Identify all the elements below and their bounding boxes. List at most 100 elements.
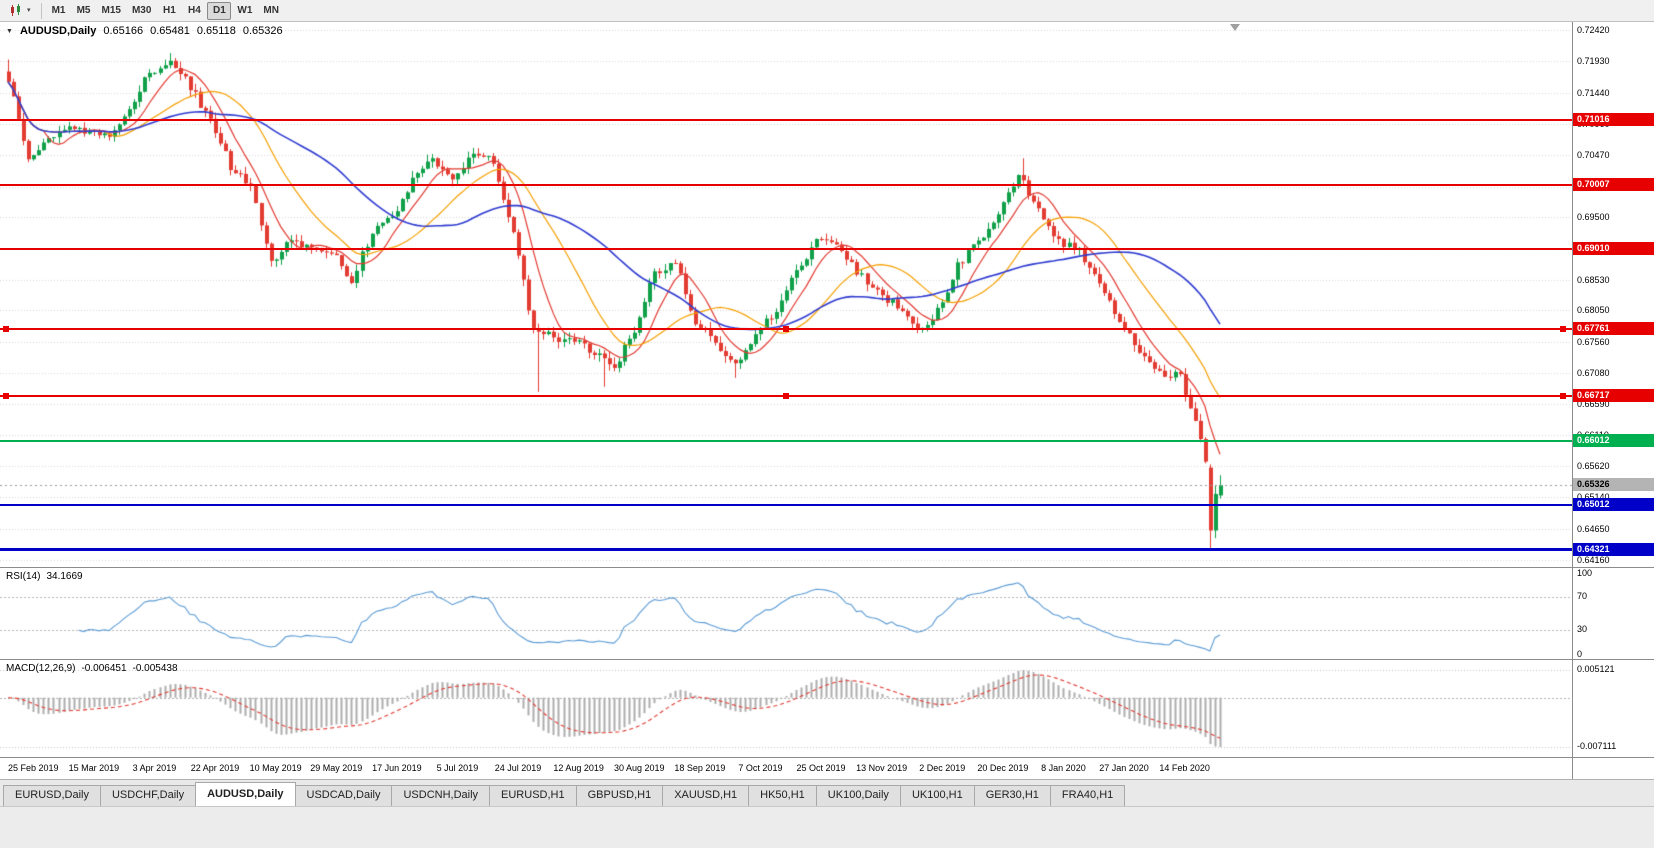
chart-shift-marker-icon[interactable]	[1230, 24, 1240, 31]
date-label: 25 Oct 2019	[796, 763, 846, 773]
timeframe-button-d1[interactable]: D1	[207, 1, 232, 20]
symbol-period-label: AUDUSD,Daily	[19, 25, 97, 37]
macd-indicator-canvas[interactable]	[0, 660, 1572, 757]
chart-tab-gbpusd-h1[interactable]: GBPUSD,H1	[575, 785, 664, 806]
rsi-label: RSI(14) 34.1669	[6, 571, 83, 582]
panel-separator[interactable]	[0, 659, 1654, 660]
rsi-scale[interactable]: 100 70 30 0	[1573, 568, 1654, 659]
horizontal-line-0.70007[interactable]	[0, 183, 1572, 186]
line-selection-handle[interactable]	[3, 325, 9, 332]
price-tick: 0.64650	[1577, 523, 1610, 534]
price-tick: 0.66590	[1577, 399, 1610, 410]
horizontal-lines-layer	[0, 22, 1572, 567]
line-price-tag: 0.66717	[1573, 388, 1654, 402]
chart-tab-ger30-h1[interactable]: GER30,H1	[973, 785, 1051, 806]
timeframe-button-h1[interactable]: H1	[163, 4, 176, 16]
chart-tools-button[interactable]: ▾	[4, 1, 36, 20]
rsi-tick: 70	[1577, 590, 1588, 601]
quote-close: 0.65326	[242, 25, 283, 37]
date-label: 27 Jan 2020	[1099, 763, 1149, 773]
panel-separator[interactable]	[0, 567, 1654, 568]
line-selection-handle[interactable]	[3, 392, 9, 399]
price-scale-main[interactable]: 0.724200.719300.714400.709600.704700.699…	[1573, 22, 1654, 567]
date-label: 24 Jul 2019	[494, 763, 542, 773]
rsi-indicator-canvas[interactable]	[0, 568, 1572, 659]
macd-name: MACD(12,26,9)	[6, 663, 76, 674]
date-label: 25 Feb 2019	[7, 763, 59, 773]
rsi-value: 34.1669	[46, 571, 83, 582]
chart-tab-usdcad-daily[interactable]: USDCAD,Daily	[294, 785, 393, 806]
timeframe-button-w1[interactable]: W1	[237, 4, 253, 16]
line-price-tag: 0.64321	[1573, 542, 1654, 556]
date-label: 14 Feb 2020	[1159, 763, 1210, 773]
timeframe-buttons: M1 M5 M15 M30 H1 H4 D1 W1 MN	[47, 1, 284, 20]
timeframe-button-h4[interactable]: H4	[188, 4, 201, 16]
chart-tab-uk100-daily[interactable]: UK100,Daily	[815, 785, 901, 806]
horizontal-line-0.64321[interactable]	[0, 548, 1572, 552]
horizontal-line-0.66012[interactable]	[0, 440, 1572, 443]
macd-label: MACD(12,26,9) -0.006451 -0.005438	[6, 663, 178, 674]
horizontal-line-0.69010[interactable]	[0, 247, 1572, 250]
line-price-tag: 0.65012	[1573, 498, 1654, 512]
price-tick: 0.64160	[1577, 555, 1610, 565]
rsi-tick: 100	[1577, 568, 1593, 578]
line-price-tag: 0.69010	[1573, 241, 1654, 255]
price-tick: 0.71440	[1577, 87, 1610, 98]
macd-scale[interactable]: 0.005121 -0.007111	[1573, 660, 1654, 757]
price-tick: 0.65140	[1577, 492, 1610, 503]
quote-open: 0.65166	[103, 25, 144, 37]
date-label: 17 Jun 2019	[372, 763, 422, 773]
price-tick: 0.68050	[1577, 305, 1610, 316]
date-label: 2 Dec 2019	[919, 763, 966, 773]
scale-border	[1572, 22, 1573, 779]
chart-tab-hk50-h1[interactable]: HK50,H1	[748, 785, 817, 806]
timeframe-button-m1[interactable]: M1	[51, 4, 66, 16]
date-label: 18 Sep 2019	[674, 763, 726, 773]
line-price-tag: 0.66012	[1573, 434, 1654, 448]
price-chart-canvas[interactable]	[0, 22, 1572, 567]
date-axis[interactable]: 25 Feb 2019 15 Mar 2019 3 Apr 2019 22 Apr 2…	[0, 758, 1572, 779]
timeframe-button-m5[interactable]: M5	[76, 4, 91, 16]
price-tick: 0.65620	[1577, 461, 1610, 472]
timeframe-toolbar: ▾ M1 M5 M15 M30 H1 H4 D1 W1 MN	[0, 0, 1654, 22]
dropdown-caret-icon: ▾	[27, 7, 31, 14]
macd-main-value: -0.006451	[81, 663, 127, 674]
price-tick: 0.71930	[1577, 56, 1610, 67]
chart-tab-fra40-h1[interactable]: FRA40,H1	[1049, 785, 1126, 806]
price-tick: 0.69500	[1577, 212, 1610, 223]
line-selection-handle[interactable]	[1560, 325, 1566, 332]
current-price-tag: 0.65326	[1573, 478, 1654, 492]
horizontal-line-0.65012[interactable]	[0, 504, 1572, 507]
date-label: 30 Aug 2019	[613, 763, 665, 773]
line-selection-handle[interactable]	[1560, 392, 1566, 399]
date-label: 22 Apr 2019	[190, 763, 240, 773]
chart-tab-eurusd-h1[interactable]: EURUSD,H1	[489, 785, 577, 806]
price-scale[interactable]: 0.724200.719300.714400.709600.704700.699…	[1573, 22, 1654, 779]
chart-tab-eurusd-daily[interactable]: EURUSD,Daily	[3, 785, 101, 806]
horizontal-line-0.71016[interactable]	[0, 119, 1572, 122]
macd-tick: -0.007111	[1577, 741, 1617, 751]
timeframe-button-m15[interactable]: M15	[101, 4, 121, 16]
price-tick: 0.68530	[1577, 274, 1610, 285]
quote-high: 0.65481	[150, 25, 190, 37]
date-label: 13 Nov 2019	[856, 763, 908, 773]
chart-tab-uk100-h1[interactable]: UK100,H1	[899, 785, 975, 806]
line-selection-handle[interactable]	[783, 392, 789, 399]
rsi-tick: 0	[1577, 649, 1583, 659]
chart-tab-usdchf-daily[interactable]: USDCHF,Daily	[99, 785, 197, 806]
date-label: 20 Dec 2019	[977, 763, 1029, 773]
chart-tab-usdcnh-daily[interactable]: USDCNH,Daily	[391, 785, 491, 806]
line-price-tag: 0.70007	[1573, 177, 1654, 191]
chart-tab-xauusd-h1[interactable]: XAUUSD,H1	[662, 785, 750, 806]
line-selection-handle[interactable]	[783, 325, 789, 332]
panel-separator[interactable]	[0, 757, 1654, 758]
macd-tick: 0.005121	[1577, 664, 1615, 674]
timeframe-button-mn[interactable]: MN	[263, 4, 279, 16]
rsi-tick: 30	[1577, 624, 1588, 635]
line-price-tag: 0.67761	[1573, 321, 1654, 335]
collapse-triangle-icon[interactable]: ▼	[6, 27, 13, 35]
price-tick: 0.72420	[1577, 25, 1610, 36]
chart-tab-audusd-daily[interactable]: AUDUSD,Daily	[195, 782, 296, 806]
timeframe-button-m30[interactable]: M30	[131, 4, 152, 16]
